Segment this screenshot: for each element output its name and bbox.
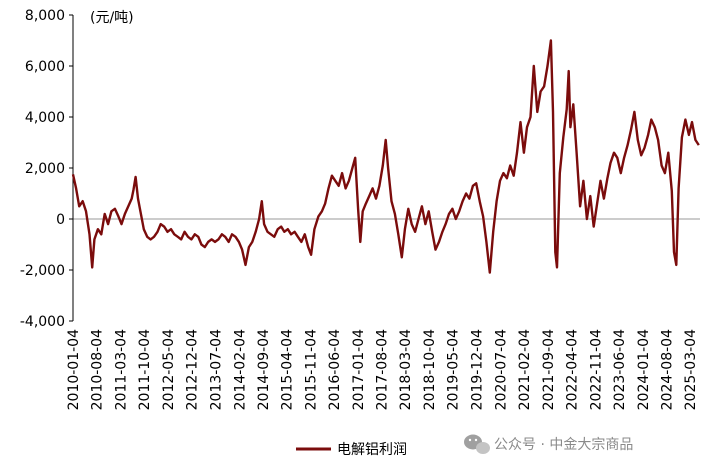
x-tick-label: 2011-03-04: [113, 329, 129, 410]
series-line-aluminum-profit: [71, 39, 700, 274]
x-tick-label: 2025-03-04: [683, 329, 699, 410]
y-tick-label: 6,000: [25, 59, 65, 75]
x-tick-label: 2017-08-04: [375, 329, 391, 410]
x-tick-label: 2014-02-04: [232, 329, 248, 410]
unit-label: (元/吨): [90, 10, 134, 26]
x-tick-label: 2018-10-04: [422, 329, 438, 410]
x-tick-label: 2022-04-04: [565, 329, 581, 410]
x-tick-label: 2019-12-04: [470, 329, 486, 410]
y-tick-label: -4,000: [20, 314, 65, 330]
y-axis: 8,000 6,000 4,000 2,000 0 -2,000 -4,000: [20, 8, 73, 330]
x-axis: 2010-01-04 2010-08-04 2011-03-04 2011-10-04…: [66, 329, 699, 410]
y-tick-label: 4,000: [25, 110, 65, 126]
x-tick-label: 2017-01-04: [351, 329, 367, 410]
x-tick-label: 2024-08-04: [660, 329, 676, 410]
x-tick-label: 2024-01-04: [636, 329, 652, 410]
x-tick-label: 2011-10-04: [137, 329, 153, 410]
watermark-text: 公众号 · 中金大宗商品: [494, 437, 633, 453]
legend: 电解铝利润: [296, 442, 407, 458]
x-tick-label: 2019-05-04: [446, 329, 462, 410]
y-tick-label: 0: [56, 212, 65, 228]
x-tick-label: 2014-09-04: [256, 329, 272, 410]
x-tick-label: 2020-07-04: [493, 329, 509, 410]
legend-label: 电解铝利润: [337, 442, 407, 458]
y-tick-label: 2,000: [25, 161, 65, 177]
watermark: 公众号 · 中金大宗商品: [464, 434, 633, 454]
x-tick-label: 2015-04-04: [280, 329, 296, 410]
x-tick-label: 2022-11-04: [588, 329, 604, 410]
y-tick-label: -2,000: [20, 263, 65, 279]
wechat-icon: [464, 434, 490, 454]
x-tick-label: 2021-09-04: [541, 329, 557, 410]
x-tick-label: 2018-03-04: [398, 329, 414, 410]
x-tick-label: 2013-07-04: [208, 329, 224, 410]
x-tick-label: 2021-02-04: [517, 329, 533, 410]
x-tick-label: 2010-01-04: [66, 329, 82, 410]
x-tick-label: 2012-12-04: [185, 329, 201, 410]
x-tick-label: 2012-05-04: [161, 329, 177, 410]
x-tick-label: 2016-06-04: [327, 329, 343, 410]
x-tick-label: 2015-11-04: [303, 329, 319, 410]
x-tick-label: 2010-08-04: [90, 329, 106, 410]
x-tick-label: 2023-06-04: [612, 329, 628, 410]
y-tick-label: 8,000: [25, 8, 65, 24]
